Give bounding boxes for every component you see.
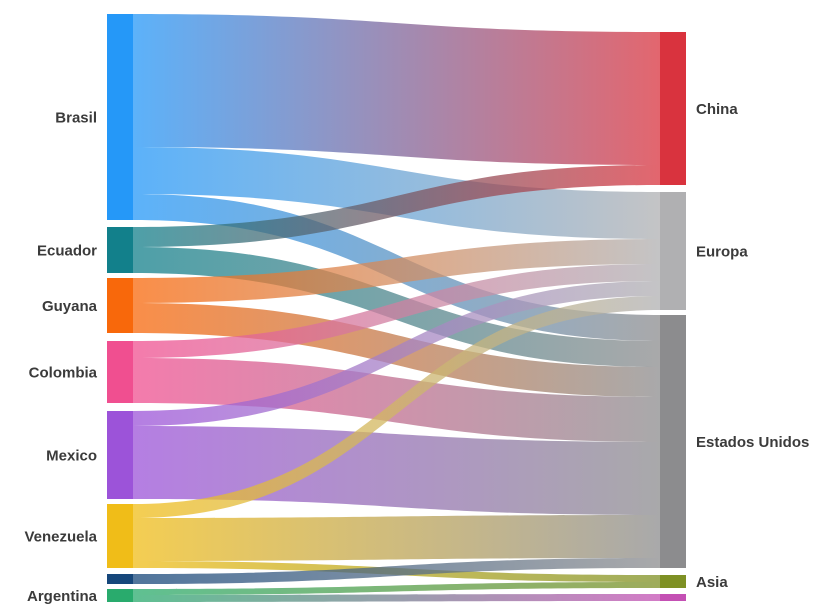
link-argentina-unlabeled-right-node [133,594,660,602]
node-asia [660,575,686,588]
label-asia: Asia [696,574,728,591]
label-china: China [696,101,738,118]
node-mexico [107,411,133,499]
link-guyana-europa [133,239,660,303]
link-venezuela-estados-unidos [133,515,660,561]
link-brasil-europa [133,147,660,239]
link-argentina-asia [133,582,660,595]
node-estados-unidos [660,315,686,568]
node-unlabeled-right-node [660,594,686,601]
link-ecuador-china [133,165,660,247]
link-venezuela-europa [133,296,660,518]
node-guyana [107,278,133,333]
node-ecuador [107,227,133,273]
label-argentina: Argentina [27,588,98,605]
node-europa [660,192,686,310]
node-venezuela [107,504,133,568]
node-colombia [107,341,133,403]
label-ecuador: Ecuador [37,243,97,260]
label-venezuela: Venezuela [24,529,97,546]
label-brasil: Brasil [55,110,97,127]
label-guyana: Guyana [42,298,98,315]
node-argentina [107,589,133,602]
link-colombia-europa [133,264,660,358]
node-china [660,32,686,185]
link-unlabeled-left-node-estados-unidos [133,558,660,584]
label-europa: Europa [696,244,748,261]
node-brasil [107,14,133,220]
node-unlabeled-left-node [107,574,133,584]
label-mexico: Mexico [46,448,97,465]
link-brasil-china [133,14,660,165]
label-colombia: Colombia [29,365,98,382]
label-estados-unidos: Estados Unidos [696,434,809,451]
link-mexico-europa [133,281,660,426]
